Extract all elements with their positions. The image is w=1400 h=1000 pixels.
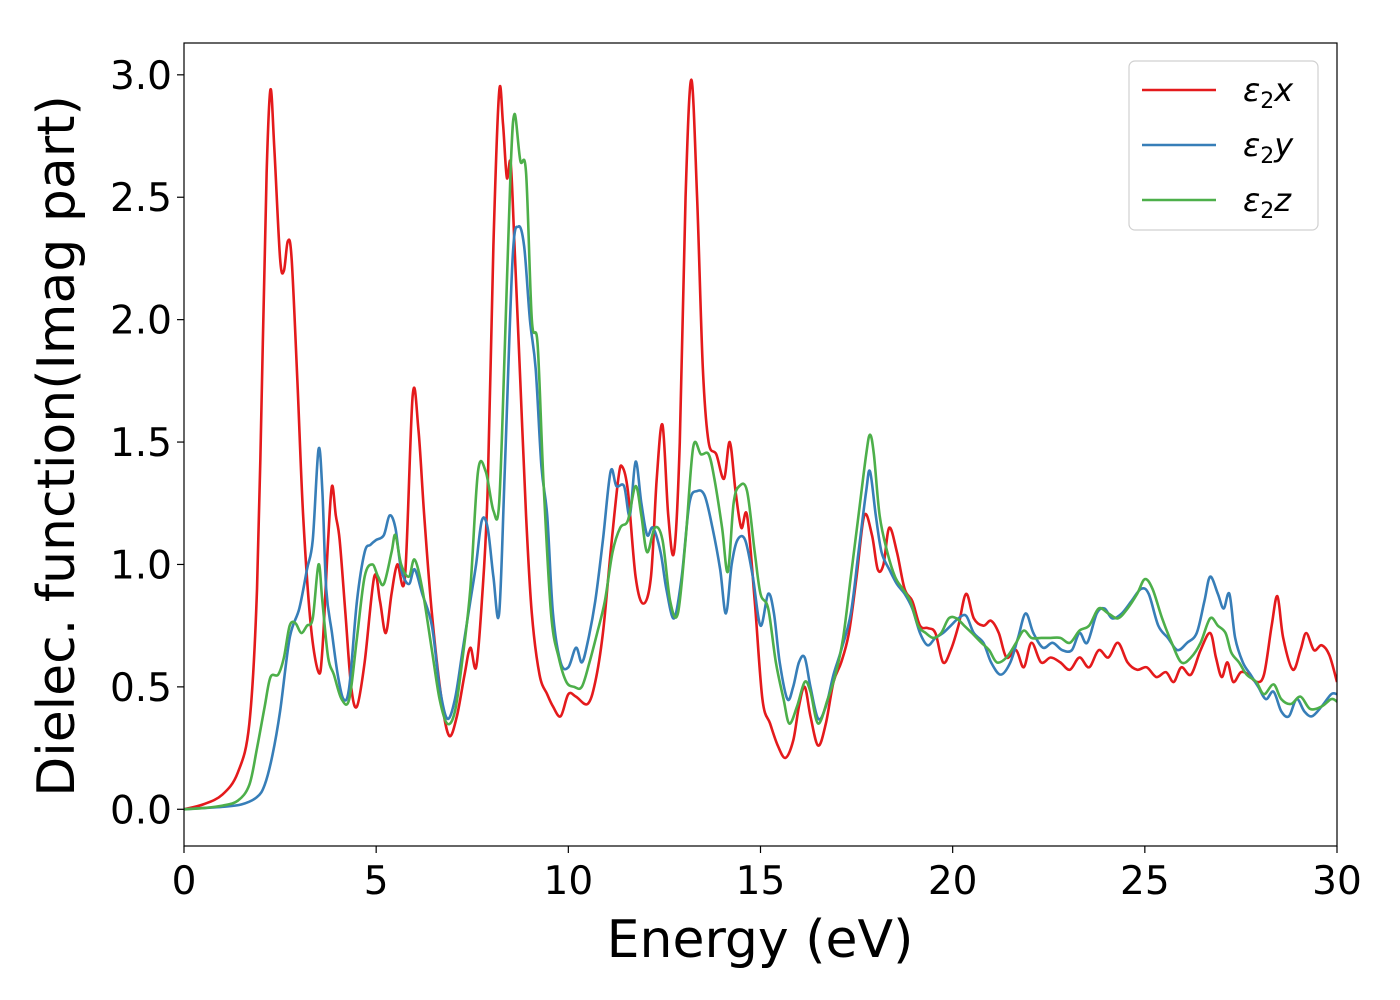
series-layer xyxy=(184,78,1337,811)
legend-label-y: ε2y xyxy=(1243,126,1294,169)
x-axis-title: Energy (eV) xyxy=(607,910,914,970)
y-axis-ticks: 0.0 0.5 1.0 1.5 2.0 2.5 3.0 xyxy=(110,54,184,833)
y-tick-label: 2.5 xyxy=(110,176,172,221)
y-tick-label: 0.5 xyxy=(110,666,172,711)
x-tick-label: 25 xyxy=(1120,859,1170,904)
x-tick-label: 15 xyxy=(736,859,786,904)
x-tick-label: 10 xyxy=(544,859,594,904)
series-line-z xyxy=(184,112,1337,811)
x-tick-label: 20 xyxy=(928,859,978,904)
series-line-x xyxy=(184,78,1337,811)
x-tick-label: 5 xyxy=(364,859,389,904)
legend-label-x: ε2x xyxy=(1243,71,1294,114)
x-tick-label: 30 xyxy=(1312,859,1362,904)
legend-label-z: ε2z xyxy=(1243,181,1292,224)
y-tick-label: 1.5 xyxy=(110,421,172,466)
legend-box xyxy=(1128,60,1319,231)
y-tick-label: 1.0 xyxy=(110,543,172,588)
x-axis-ticks: 0 5 10 15 20 25 30 xyxy=(172,846,1362,904)
y-axis-title: Dielec. function(Imag part) xyxy=(27,95,87,797)
x-tick-label: 0 xyxy=(172,859,197,904)
legend: ε2x ε2y ε2z xyxy=(1128,60,1319,231)
y-tick-label: 2.0 xyxy=(110,299,172,344)
y-tick-label: 3.0 xyxy=(110,54,172,99)
y-tick-label: 0.0 xyxy=(110,788,172,833)
